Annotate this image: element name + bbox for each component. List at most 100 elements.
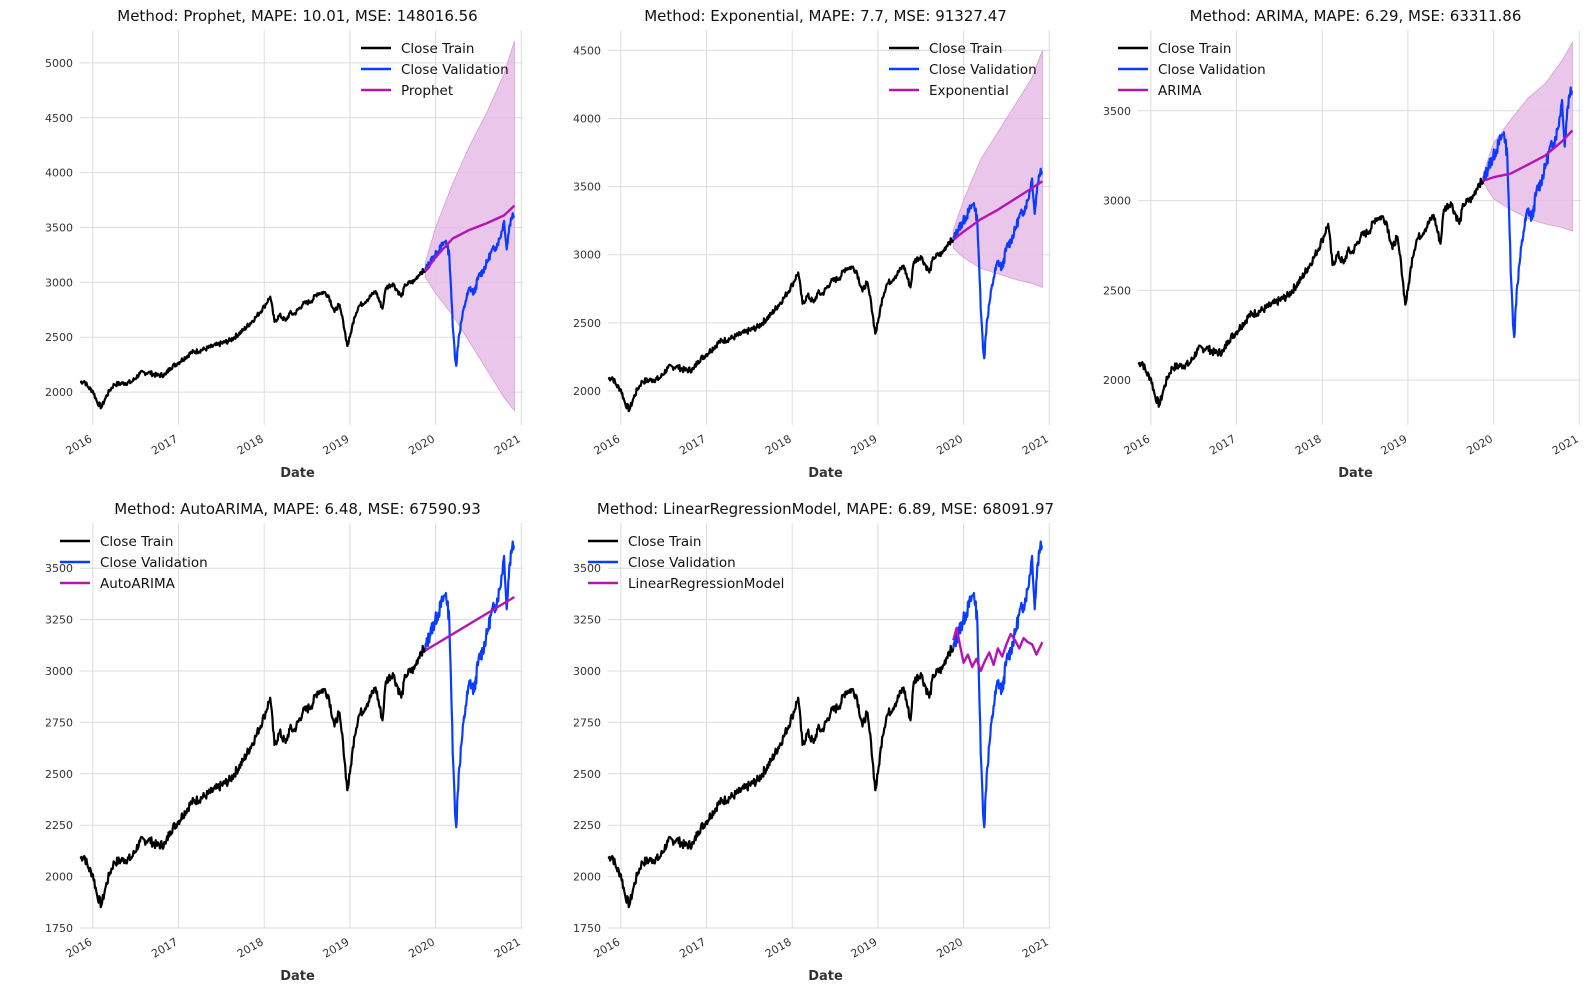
- y-tick-label: 3500: [573, 562, 601, 575]
- y-tick-label: 2000: [45, 386, 73, 399]
- x-tick-label: 2019: [321, 432, 352, 457]
- y-tick-label: 1750: [573, 922, 601, 935]
- y-tick-label: 4500: [45, 112, 73, 125]
- x-tick-label: 2019: [1379, 432, 1410, 457]
- y-tick-label: 3000: [1103, 195, 1131, 208]
- confidence-band: [1482, 41, 1573, 232]
- y-tick-label: 3000: [573, 665, 601, 678]
- y-tick-label: 2000: [45, 871, 73, 884]
- legend-label: AutoARIMA: [100, 576, 176, 592]
- y-tick-label: 2250: [573, 819, 601, 832]
- chart-title: Method: LinearRegressionModel, MAPE: 6.8…: [597, 500, 1054, 518]
- series-line-close-train: [79, 644, 427, 909]
- x-tick-label: 2017: [149, 432, 180, 457]
- legend-label: Close Train: [1158, 41, 1231, 57]
- series-line-forecast: [424, 204, 516, 273]
- series-line-close-train: [607, 644, 955, 909]
- x-tick-label: 2018: [1293, 432, 1324, 457]
- y-tick-label: 3250: [45, 614, 73, 627]
- legend-label: Close Validation: [628, 555, 736, 571]
- x-axis-label: Date: [280, 466, 315, 481]
- y-tick-label: 2500: [45, 768, 73, 781]
- legend-label: Close Validation: [100, 555, 208, 571]
- series-line-forecast: [952, 626, 1044, 673]
- y-tick-label: 5000: [45, 57, 73, 70]
- y-tick-label: 4000: [573, 113, 601, 126]
- x-tick-label: 2016: [64, 432, 95, 457]
- y-tick-label: 2500: [45, 331, 73, 344]
- x-axis-label: Date: [808, 466, 843, 481]
- y-tick-label: 3250: [573, 614, 601, 627]
- series-line-forecast: [1482, 129, 1574, 182]
- legend-label: Close Validation: [1158, 62, 1266, 78]
- x-tick-label: 2016: [64, 935, 95, 960]
- y-tick-label: 3500: [45, 562, 73, 575]
- x-tick-label: 2017: [149, 935, 180, 960]
- x-tick-label: 2019: [849, 432, 880, 457]
- x-tick-label: 2018: [763, 432, 794, 457]
- y-tick-label: 3500: [45, 222, 73, 235]
- confidence-band: [424, 40, 515, 412]
- x-tick-label: 2020: [1464, 432, 1495, 457]
- y-tick-label: 2500: [573, 768, 601, 781]
- x-tick-label: 2018: [235, 935, 266, 960]
- legend-label: Exponential: [929, 83, 1009, 99]
- x-tick-label: 2021: [1020, 432, 1051, 457]
- chart-panel-5: 1750 2000 2250 2500 2750 3000 3250 3500 2016 2017…: [573, 500, 1054, 984]
- chart-panel-3: 2000 2500 3000 3500 2016 2017 2018 2019 2020 2021…: [1103, 7, 1581, 481]
- series-line-close-train: [607, 237, 955, 413]
- legend-label: Close Train: [628, 534, 701, 550]
- y-tick-label: 3500: [1103, 105, 1131, 118]
- x-axis-label: Date: [280, 969, 315, 984]
- x-tick-label: 2020: [934, 935, 965, 960]
- x-tick-label: 2017: [677, 432, 708, 457]
- x-tick-label: 2021: [492, 935, 523, 960]
- legend-label: Close Train: [401, 41, 474, 57]
- x-axis-label: Date: [808, 969, 843, 984]
- x-tick-label: 2020: [406, 432, 437, 457]
- y-tick-label: 4000: [45, 167, 73, 180]
- confidence-band: [952, 50, 1043, 288]
- series-line-forecast: [952, 180, 1044, 241]
- chart-panel-1: 2000 2500 3000 3500 4000 4500 5000 2016 2017 2018…: [45, 7, 523, 481]
- chart-panel-4: 1750 2000 2250 2500 2750 3000 3250 3500 2016 2017…: [45, 500, 523, 984]
- legend-label: Close Validation: [929, 62, 1037, 78]
- x-tick-label: 2018: [235, 432, 266, 457]
- legend-label: Close Validation: [401, 62, 509, 78]
- series-line-close-train: [79, 267, 427, 410]
- y-tick-label: 1750: [45, 922, 73, 935]
- x-tick-label: 2019: [849, 935, 880, 960]
- series-line-close-validation: [952, 540, 1044, 829]
- chart-panel-2: 2000 2500 3000 3500 4000 4500 2016 2017 2018 2019…: [573, 7, 1051, 481]
- chart-title: Method: AutoARIMA, MAPE: 6.48, MSE: 6759…: [114, 500, 481, 518]
- y-tick-label: 3000: [573, 249, 601, 262]
- series-line-close-validation: [952, 167, 1044, 360]
- y-tick-label: 2000: [573, 871, 601, 884]
- x-tick-label: 2019: [321, 935, 352, 960]
- x-tick-label: 2021: [1020, 935, 1051, 960]
- legend-label: Close Train: [929, 41, 1002, 57]
- series-line-forecast: [424, 595, 516, 652]
- x-tick-label: 2017: [677, 935, 708, 960]
- x-tick-label: 2020: [934, 432, 965, 457]
- y-tick-label: 3000: [45, 665, 73, 678]
- legend-label: Prophet: [401, 83, 453, 99]
- y-tick-label: 2000: [1103, 374, 1131, 387]
- x-tick-label: 2017: [1207, 432, 1238, 457]
- x-tick-label: 2016: [592, 432, 623, 457]
- series-line-close-train: [1137, 177, 1485, 408]
- legend-label: LinearRegressionModel: [628, 576, 784, 592]
- y-tick-label: 2250: [45, 819, 73, 832]
- y-tick-label: 3500: [573, 181, 601, 194]
- legend-label: ARIMA: [1158, 83, 1202, 99]
- x-tick-label: 2021: [492, 432, 523, 457]
- chart-title: Method: Prophet, MAPE: 10.01, MSE: 14801…: [117, 7, 477, 25]
- y-tick-label: 2750: [45, 716, 73, 729]
- chart-title: Method: ARIMA, MAPE: 6.29, MSE: 63311.86: [1190, 7, 1522, 25]
- y-tick-label: 2000: [573, 385, 601, 398]
- chart-title: Method: Exponential, MAPE: 7.7, MSE: 913…: [644, 7, 1007, 25]
- x-tick-label: 2020: [406, 935, 437, 960]
- x-tick-label: 2016: [592, 935, 623, 960]
- y-tick-label: 2500: [1103, 284, 1131, 297]
- y-tick-label: 2750: [573, 716, 601, 729]
